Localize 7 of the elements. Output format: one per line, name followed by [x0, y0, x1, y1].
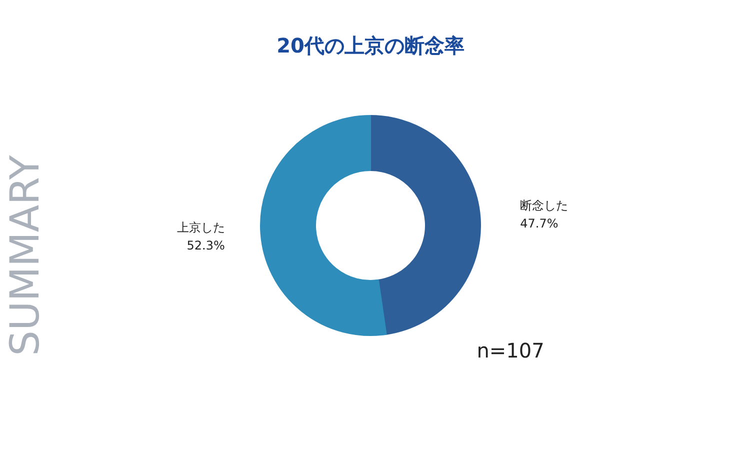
slice-label: 上京した: [176, 220, 225, 234]
chart-title: 20代の上京の断念率: [276, 34, 464, 58]
data-label: 52.3%: [186, 238, 225, 252]
text: SUMMARY: [2, 154, 48, 356]
data-label: 47.7%: [520, 216, 558, 231]
text: n=107: [476, 338, 544, 362]
slice-label: 断念した: [520, 198, 568, 213]
